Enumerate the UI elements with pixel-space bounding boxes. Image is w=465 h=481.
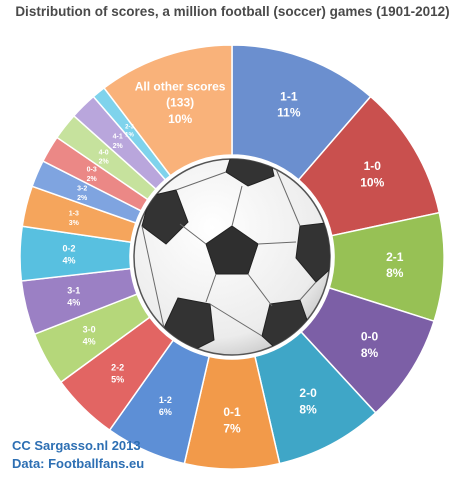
slice-label: 7% — [223, 421, 241, 435]
slice-label: 4% — [67, 297, 80, 307]
credit-source: CC Sargasso.nl 2013 — [12, 438, 141, 453]
slice-label: 0-3 — [87, 167, 97, 174]
slice-label: 2-0 — [299, 386, 317, 400]
slice-label: 3-2 — [77, 186, 87, 193]
slice-label: 8% — [386, 266, 404, 280]
slices-group — [19, 44, 445, 470]
slice-label: 1-2 — [159, 395, 172, 405]
slice-label: 10% — [168, 112, 192, 126]
slice-label: 2% — [99, 159, 110, 166]
slice-label: (133) — [166, 96, 194, 110]
slice-label: 1% — [125, 132, 134, 138]
slice-label: 4% — [63, 256, 76, 266]
slice-label: 4% — [83, 337, 96, 347]
slice-label: 4-1 — [113, 134, 123, 141]
slice-label: 1-1 — [280, 89, 298, 103]
slice-label: 3% — [69, 220, 80, 227]
credit-data: Data: Footballfans.eu — [12, 456, 145, 471]
slice-label: 2-1 — [386, 250, 404, 264]
slice-label: 0-0 — [361, 330, 379, 344]
slice-label: 2% — [87, 176, 98, 183]
slice-label: 8% — [361, 346, 379, 360]
slice-label: 0-2 — [63, 243, 76, 253]
slice-label: 11% — [277, 106, 301, 120]
slice-label: All other scores — [135, 79, 226, 93]
slice-label: 1-3 — [69, 211, 79, 218]
slice-label: 2% — [77, 195, 88, 202]
labels-group: 1-1 11% 1-0 10% 2-1 8% 0-0 8% 2-0 8% 0-1 7% 1-2 6% 2-2… — [63, 79, 404, 435]
slice-label: 5% — [111, 374, 124, 384]
soccer-ball-icon — [130, 155, 334, 359]
slice-label: 6% — [159, 407, 172, 417]
slice-label: 3-1 — [67, 285, 80, 295]
slice-label: 2-3 — [125, 124, 134, 130]
slice-label: 2-2 — [111, 362, 124, 372]
slice-label: 10% — [360, 175, 384, 189]
slice-label: 0-1 — [223, 405, 241, 419]
slice-label: 8% — [299, 402, 317, 416]
chart-title: Distribution of scores, a million footba… — [15, 4, 450, 19]
slice-label: 2% — [113, 143, 124, 150]
slice-label: 4-0 — [99, 149, 109, 156]
slice-label: 1-0 — [364, 159, 382, 173]
slice-label: 3-0 — [83, 325, 96, 335]
